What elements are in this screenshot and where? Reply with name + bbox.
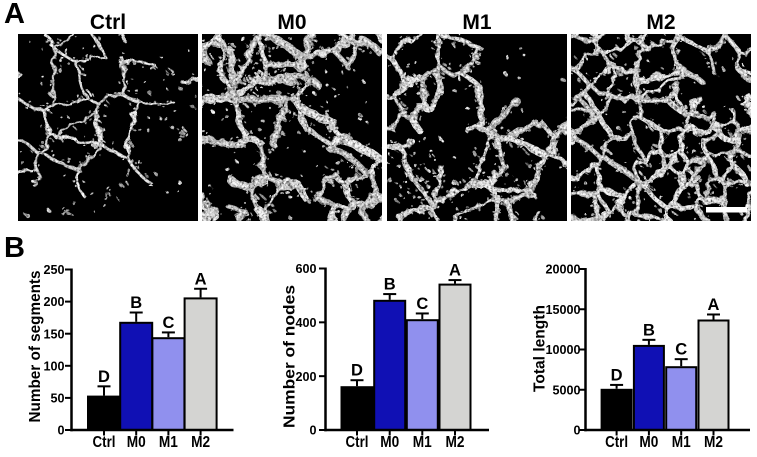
svg-text:Ctrl: Ctrl xyxy=(605,434,628,451)
svg-text:A: A xyxy=(708,296,720,314)
svg-text:5000: 5000 xyxy=(552,383,580,397)
svg-text:A: A xyxy=(195,270,207,288)
svg-text:M0: M0 xyxy=(639,434,658,451)
svg-text:200: 200 xyxy=(295,370,316,384)
svg-text:M2: M2 xyxy=(446,434,465,451)
svg-text:Ctrl: Ctrl xyxy=(346,434,369,451)
svg-text:600: 600 xyxy=(295,262,316,276)
svg-text:B: B xyxy=(130,294,142,312)
svg-text:100: 100 xyxy=(43,359,64,373)
svg-text:0: 0 xyxy=(573,424,580,438)
svg-text:20000: 20000 xyxy=(545,263,580,277)
svg-text:M0: M0 xyxy=(277,11,306,34)
svg-text:D: D xyxy=(611,366,623,384)
svg-text:M1: M1 xyxy=(462,11,491,34)
svg-text:B: B xyxy=(643,321,655,339)
svg-text:D: D xyxy=(351,362,363,380)
svg-text:M1: M1 xyxy=(413,434,432,451)
svg-text:M0: M0 xyxy=(127,434,146,451)
svg-text:C: C xyxy=(162,314,174,332)
svg-text:150: 150 xyxy=(43,327,64,341)
svg-text:Number of segments: Number of segments xyxy=(27,271,44,423)
svg-text:A: A xyxy=(4,0,25,30)
svg-text:A: A xyxy=(449,262,461,280)
svg-text:0: 0 xyxy=(309,424,316,438)
svg-text:15000: 15000 xyxy=(545,303,580,317)
svg-text:M1: M1 xyxy=(159,434,178,451)
svg-text:0: 0 xyxy=(57,424,64,438)
svg-text:10000: 10000 xyxy=(545,343,580,357)
svg-text:50: 50 xyxy=(50,392,64,406)
svg-text:C: C xyxy=(416,295,428,313)
svg-text:Number of nodes: Number of nodes xyxy=(282,285,299,428)
svg-text:D: D xyxy=(98,368,110,386)
svg-text:Total length: Total length xyxy=(532,305,549,392)
svg-text:Ctrl: Ctrl xyxy=(90,11,126,34)
svg-text:M2: M2 xyxy=(191,434,210,451)
svg-text:200: 200 xyxy=(43,295,64,309)
svg-text:C: C xyxy=(675,341,687,359)
svg-text:B: B xyxy=(4,232,25,264)
svg-text:250: 250 xyxy=(43,263,64,277)
svg-text:M0: M0 xyxy=(380,434,399,451)
svg-text:B: B xyxy=(384,276,396,294)
svg-text:Ctrl: Ctrl xyxy=(93,434,116,451)
svg-text:M1: M1 xyxy=(672,434,691,451)
svg-text:M2: M2 xyxy=(646,11,675,34)
svg-text:400: 400 xyxy=(295,316,316,330)
svg-text:M2: M2 xyxy=(704,434,723,451)
